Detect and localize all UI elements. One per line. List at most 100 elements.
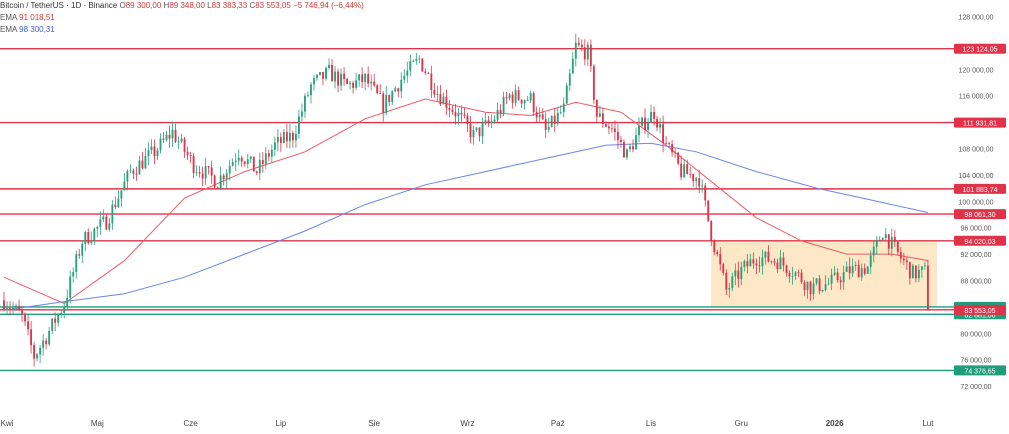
candle-body [427,72,430,74]
candle-body [698,178,701,187]
x-tick-label: Gru [735,419,748,428]
candle-body [294,133,297,141]
candle-body [141,160,144,169]
y-tick-label: 128 000,00 [958,15,993,22]
y-tick-label: 120 000,00 [958,67,993,74]
support-level-label: 74 376,65 [964,368,995,375]
candle-body [33,345,36,359]
candle-body [192,155,195,174]
candle-body [406,70,409,76]
candle-body [884,234,887,239]
candle-body [346,78,349,85]
candle-body [550,115,553,127]
candle-body [502,96,505,114]
candle-body [872,246,875,256]
candle-body [755,263,758,266]
y-tick-label: 72 000,00 [960,384,991,391]
candle-body [857,264,860,278]
candle-body [671,143,674,153]
candle-body [728,288,731,290]
candle-body [800,272,803,283]
candle-body [376,85,379,94]
candle-body [574,42,577,59]
candle-body [171,129,174,139]
candle-body [21,310,23,314]
candle-body [830,274,833,284]
candle-body [307,95,309,96]
candle-body [701,185,704,187]
candle-body [54,318,57,323]
candle-body [556,112,559,124]
ema50-label: EMA [0,13,17,22]
candle-body [595,99,598,117]
candle-body [27,321,30,330]
candle-body [761,257,764,267]
resistance-level-badge [954,209,1006,220]
candle-body [644,117,646,131]
candle-body [553,115,556,124]
candle-body [78,254,81,256]
ema50-value: 91 018,51 [19,13,55,22]
candle-body [352,82,355,88]
candle-body [153,146,156,157]
candle-body [96,226,99,229]
candle-body [487,120,490,124]
candle-body [508,94,511,99]
candle-body [767,251,770,262]
candle-body [848,266,851,274]
candle-body [451,109,454,113]
candle-body [213,175,216,188]
candle-body [890,236,893,249]
candle-body [331,64,333,82]
x-tick-label: Cze [183,419,198,428]
candle-body [743,261,746,267]
candle-body [204,166,207,179]
candle-body [394,88,397,92]
candle-body [301,111,303,117]
candle-body [30,329,33,346]
candle-body [69,276,72,298]
candle-body [791,275,794,277]
candle-body [415,58,418,61]
close-value: 83 553,05 [255,1,291,10]
candle-body [794,272,797,276]
candle-body [523,100,526,104]
candle-body [367,73,370,84]
candle-body [869,255,872,267]
candle-body [84,231,87,244]
resistance-level-badge [954,117,1006,128]
candle-body [48,330,51,345]
candle-body [626,149,628,158]
candle-body [168,134,171,139]
candle-body [409,61,412,71]
candle-body [42,340,45,348]
candle-body [920,266,923,270]
candle-body [722,264,725,273]
candle-body [668,143,671,144]
candle-body [361,74,364,82]
candle-body [740,266,743,280]
candle-body [325,67,327,79]
legend-ohlc-row: Bitcoin / TetherUS · 1D · Binance O89 30… [0,0,364,12]
candle-body [887,234,890,249]
candle-body [526,100,529,101]
x-tick-label: Lut [922,419,934,428]
candle-body [436,94,439,95]
candle-body [496,109,499,120]
candle-body [592,66,595,100]
candle-body [638,125,640,136]
low-value: 83 383,33 [211,1,248,10]
candle-body [379,93,382,94]
ema200-value: 98 300,31 [19,25,55,34]
candle-body [623,142,625,158]
candle-body [812,283,815,295]
candle-body [270,149,273,157]
candle-body [620,139,622,143]
change-value: −5 746,94 (−6,44%) [293,1,364,10]
candle-body [842,271,845,283]
candle-body [322,71,324,79]
candle-body [881,238,884,241]
candle-body [418,58,421,60]
candle-body [162,138,165,140]
